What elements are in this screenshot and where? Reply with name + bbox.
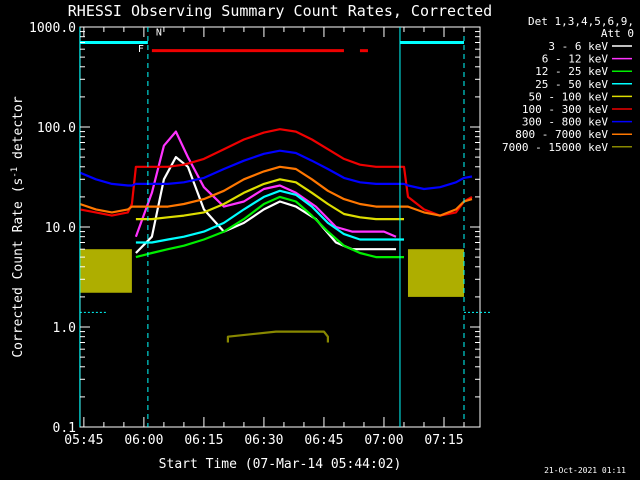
y-tick-label-3: 100.0 <box>37 121 76 136</box>
x-tick-label-6: 07:15 <box>424 433 463 448</box>
legend-label-8: 7000 - 15000 keV <box>502 141 608 154</box>
series-line-0 <box>135 156 396 254</box>
series-group <box>79 128 473 343</box>
legend-label-1: 6 - 12 keV <box>542 53 609 66</box>
x-tick-label-5: 07:00 <box>364 433 403 448</box>
series-line-3 <box>135 189 404 244</box>
legend-label-6: 300 - 800 keV <box>522 116 608 129</box>
legend-label-4: 50 - 100 keV <box>529 90 609 103</box>
y-tick-label-2: 10.0 <box>45 221 76 236</box>
legend-attenuator: Att 0 <box>601 27 634 40</box>
x-tick-label-1: 06:00 <box>124 433 163 448</box>
attenuator-bands <box>79 249 464 297</box>
flag-label-flare: F <box>138 44 144 55</box>
legend-label-5: 100 - 300 keV <box>522 103 608 116</box>
y-tick-label-0: 0.1 <box>53 421 76 436</box>
x-axis-ticks: 05:45 06:00 06:15 06:30 06:45 07:00 07:15 <box>64 27 465 448</box>
flag-bars: FN <box>79 28 464 55</box>
y-axis-label: Corrected Count Rate (s-1 detector <box>10 96 26 357</box>
y-axis-label-end: detector <box>11 96 26 167</box>
generation-timestamp: 21-Oct-2021 01:11 <box>544 466 626 475</box>
chart-title: RHESSI Observing Summary Count Rates, Co… <box>68 2 492 20</box>
attenuator-band-1 <box>407 249 464 297</box>
flag-label-night: N <box>156 28 162 39</box>
x-axis-label: Start Time (07-Mar-14 05:44:02) <box>159 457 402 472</box>
x-tick-label-0: 05:45 <box>64 433 103 448</box>
series-line-1 <box>134 130 397 238</box>
y-axis-label-main: Corrected Count Rate (s <box>11 178 26 358</box>
y-axis-label-sup: -1 <box>10 167 20 178</box>
y-axis-ticks: 0.1 1.0 10.0 100.0 1000.0 <box>29 21 480 436</box>
series-line-2 <box>135 195 404 259</box>
legend-label-2: 12 - 25 keV <box>535 65 608 78</box>
legend-label-3: 25 - 50 keV <box>535 78 608 91</box>
legend-label-0: 3 - 6 keV <box>548 40 608 53</box>
y-tick-label-4: 1000.0 <box>29 21 76 36</box>
y-tick-label-1: 1.0 <box>53 321 76 336</box>
series-line-8 <box>226 330 329 343</box>
series-line-4 <box>135 178 404 221</box>
x-tick-label-4: 06:45 <box>304 433 343 448</box>
attenuator-band-0 <box>79 249 132 293</box>
series-line-6 <box>79 149 473 191</box>
event-markers <box>79 27 490 427</box>
x-tick-label-2: 06:15 <box>184 433 223 448</box>
series-line-7 <box>79 165 473 217</box>
legend-detectors: Det 1,3,4,5,6,9, <box>528 15 634 28</box>
legend-label-7: 800 - 7000 keV <box>515 128 608 141</box>
x-tick-label-3: 06:30 <box>244 433 283 448</box>
